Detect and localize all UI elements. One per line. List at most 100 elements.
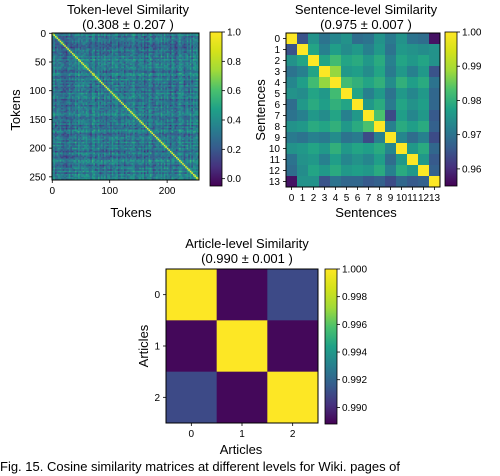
heatmap-cell (142, 88, 145, 90)
heatmap-cell (125, 78, 128, 81)
heatmap-cell (99, 111, 102, 113)
heatmap-cell (111, 78, 114, 81)
heatmap-cell (195, 55, 198, 58)
heatmap-cell (157, 95, 160, 98)
heatmap-cell (197, 98, 200, 101)
heatmap-cell (58, 78, 60, 81)
heatmap-cell (85, 100, 88, 103)
heatmap-cell (172, 95, 175, 98)
heatmap-cell (70, 40, 73, 43)
heatmap-cell (71, 111, 74, 113)
heatmap-cell (172, 92, 175, 95)
heatmap-cell (156, 66, 158, 69)
heatmap-cell (185, 101, 188, 104)
heatmap-cell (122, 80, 125, 83)
heatmap-cell (64, 95, 67, 98)
heatmap-cell (194, 72, 197, 75)
heatmap-cell (85, 54, 88, 57)
heatmap-cell (56, 43, 59, 46)
heatmap-cell (120, 108, 123, 110)
heatmap-cell (111, 108, 114, 110)
heatmap-cell (177, 100, 180, 103)
heatmap-cell (162, 37, 165, 40)
heatmap-cell (188, 101, 191, 104)
heatmap-cell (122, 91, 125, 94)
heatmap-cell (97, 71, 100, 74)
heatmap-cell (114, 63, 117, 66)
heatmap-cell (99, 57, 102, 60)
heatmap-cell (197, 111, 200, 113)
heatmap-cell (128, 42, 131, 45)
heatmap-cell (157, 65, 160, 67)
heatmap-cell (93, 68, 96, 71)
heatmap-cell (169, 65, 172, 67)
heatmap-cell (128, 51, 131, 54)
heatmap-cell (136, 75, 139, 78)
heatmap-cell (84, 104, 86, 107)
heatmap-cell (67, 92, 70, 95)
heatmap-cell (87, 36, 90, 38)
heatmap-cell (133, 42, 135, 45)
heatmap-cell (70, 74, 73, 77)
heatmap-cell (120, 89, 123, 92)
heatmap-cell (133, 94, 135, 97)
heatmap-cell (71, 94, 74, 97)
heatmap-cell (191, 94, 194, 97)
heatmap-cell (81, 75, 83, 78)
heatmap-cell (91, 98, 94, 101)
heatmap-cell (143, 42, 146, 45)
heatmap-cell (188, 109, 191, 112)
heatmap-cell (99, 108, 102, 110)
heatmap-cell (64, 37, 67, 40)
heatmap-cell (67, 57, 70, 60)
heatmap-cell (65, 46, 68, 49)
heatmap-cell (174, 98, 177, 101)
heatmap-cell (88, 49, 91, 52)
heatmap-cell (148, 109, 151, 112)
heatmap-cell (78, 98, 80, 101)
heatmap-cell (85, 80, 88, 83)
heatmap-cell (94, 86, 97, 89)
heatmap-cell (192, 82, 195, 84)
heatmap-cell (165, 106, 168, 109)
heatmap-cell (174, 74, 177, 77)
heatmap-cell (165, 89, 168, 92)
heatmap-cell (179, 74, 181, 77)
heatmap-cell (140, 104, 143, 107)
heatmap-cell (101, 77, 103, 80)
heatmap-cell (73, 86, 76, 89)
heatmap-cell (163, 94, 166, 97)
heatmap-cell (52, 101, 54, 104)
heatmap-cell (58, 33, 60, 35)
heatmap-cell (117, 48, 120, 51)
heatmap-cell (177, 37, 180, 40)
heatmap-cell (101, 101, 103, 104)
heatmap-cell (189, 69, 192, 72)
heatmap-cell (143, 100, 146, 103)
heatmap-cell (123, 104, 126, 107)
heatmap-cell (148, 80, 151, 83)
heatmap-cell (177, 101, 180, 104)
heatmap-cell (165, 75, 168, 78)
heatmap-cell (81, 109, 83, 112)
heatmap-cell (140, 66, 143, 69)
heatmap-cell (157, 68, 160, 71)
heatmap-cell (186, 68, 189, 71)
heatmap-cell (189, 72, 192, 75)
heatmap-cell (159, 33, 162, 35)
heatmap-cell (102, 88, 105, 90)
heatmap-cell (78, 54, 80, 57)
heatmap-cell (153, 37, 155, 40)
heatmap-cell (153, 103, 155, 106)
heatmap-cell (165, 63, 168, 66)
heatmap-cell (91, 92, 94, 95)
heatmap-cell (140, 33, 143, 35)
heatmap-cell (142, 109, 145, 112)
heatmap-cell (136, 69, 139, 72)
heatmap-cell (180, 98, 183, 101)
heatmap-cell (137, 89, 140, 92)
heatmap-cell (70, 54, 73, 57)
heatmap-cell (194, 48, 197, 51)
heatmap-cell (102, 75, 105, 78)
heatmap-cell (79, 91, 82, 94)
